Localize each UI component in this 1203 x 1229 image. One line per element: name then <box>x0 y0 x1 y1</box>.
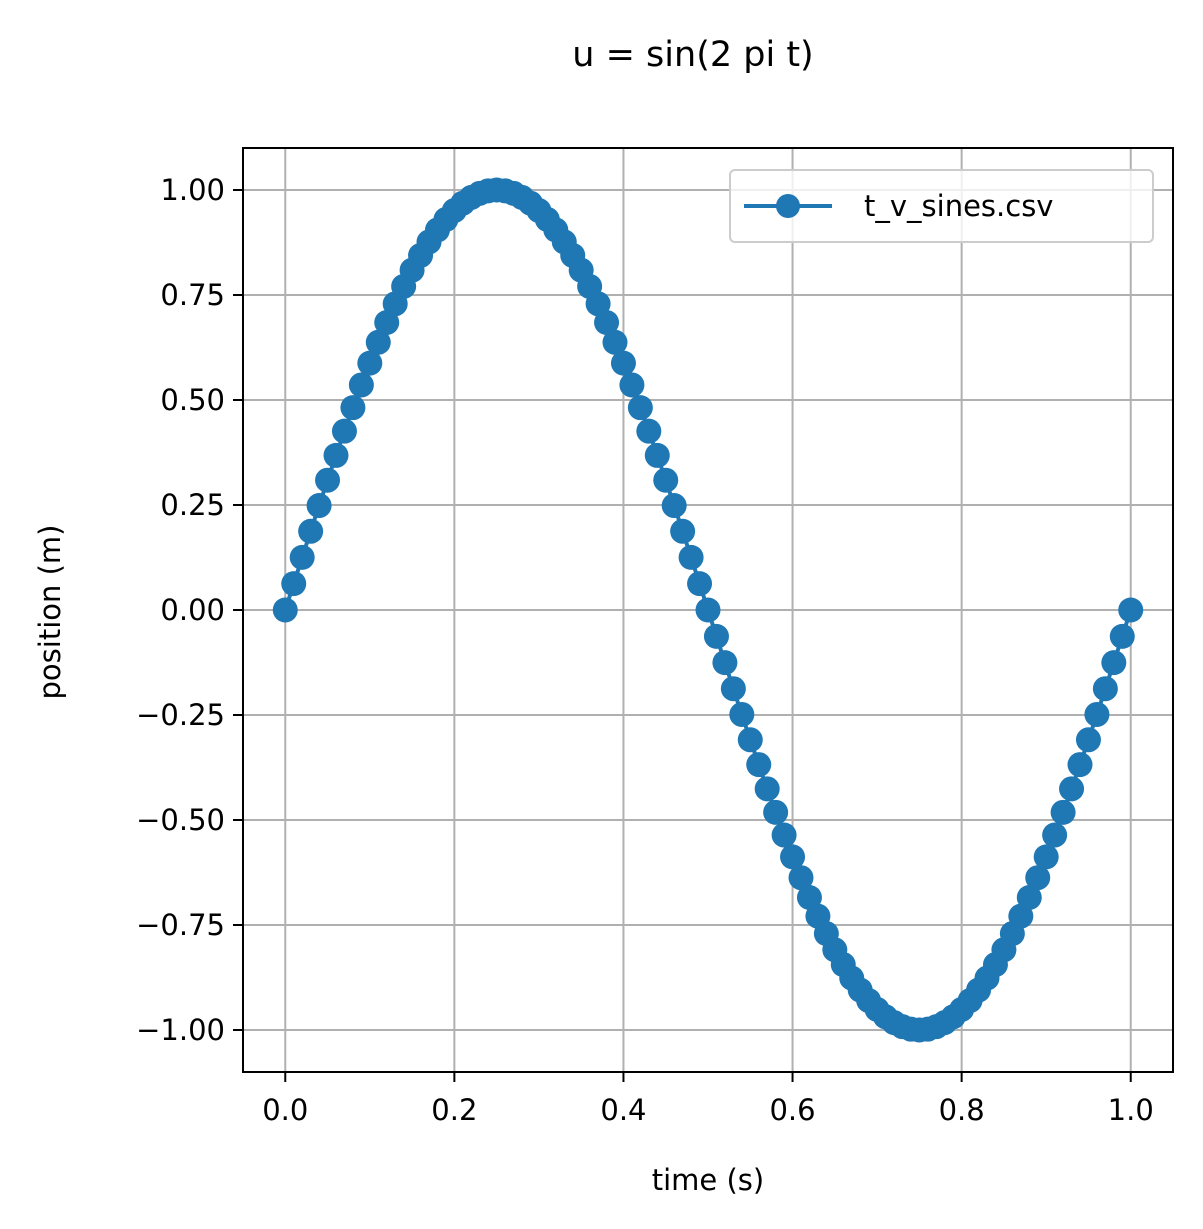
data-point <box>720 676 746 702</box>
x-tick-label: 0.4 <box>600 1093 646 1127</box>
y-tick-label: 0.75 <box>160 278 225 312</box>
data-point <box>754 776 780 802</box>
data-point <box>644 442 670 468</box>
data-point <box>281 571 307 597</box>
data-point <box>357 350 383 376</box>
data-point <box>1075 727 1101 753</box>
data-point <box>1092 676 1118 702</box>
legend-entry-label: t_v_sines.csv <box>864 189 1053 223</box>
series-marker-layer <box>272 177 1144 1043</box>
data-point <box>619 372 645 398</box>
data-point <box>678 544 704 570</box>
y-tick-label: −0.25 <box>136 698 225 732</box>
tick-layer: 0.0 0.2 0.4 0.6 0.8 1.0 1.00 0.75 0.50 0.25 0.00 −0… <box>136 173 1154 1127</box>
data-point <box>323 442 349 468</box>
data-point <box>1101 650 1127 676</box>
y-tick-label: 0.50 <box>160 383 225 417</box>
data-point <box>788 865 814 891</box>
data-point <box>670 518 696 544</box>
data-point <box>348 372 374 398</box>
data-point <box>1084 701 1110 727</box>
data-point <box>796 884 822 910</box>
x-axis-label: time (s) <box>652 1163 764 1197</box>
data-point <box>712 650 738 676</box>
data-point <box>365 329 391 355</box>
data-point <box>289 544 315 570</box>
x-tick-label: 1.0 <box>1108 1093 1154 1127</box>
data-point <box>729 701 755 727</box>
data-point <box>1016 884 1042 910</box>
y-tick-label: −1.00 <box>136 1013 225 1047</box>
x-tick-label: 0.2 <box>431 1093 477 1127</box>
data-point <box>298 518 324 544</box>
data-point <box>737 727 763 753</box>
data-point <box>1067 752 1093 778</box>
data-point <box>763 799 789 825</box>
data-point <box>1008 903 1034 929</box>
data-point <box>340 395 366 421</box>
legend-box <box>729 169 1154 243</box>
data-point <box>272 597 298 623</box>
x-tick-label: 0.8 <box>939 1093 985 1127</box>
y-tick-label: −0.75 <box>136 908 225 942</box>
data-point <box>1025 865 1051 891</box>
data-point <box>1059 776 1085 802</box>
data-point <box>331 418 357 444</box>
data-point <box>661 493 687 519</box>
data-point <box>306 493 332 519</box>
y-tick-label: 0.00 <box>160 593 225 627</box>
legend: t_v_sines.csv <box>729 169 1154 243</box>
data-point <box>594 310 620 336</box>
data-point <box>636 418 662 444</box>
chart-title: u = sin(2 pi t) <box>572 35 813 75</box>
data-point <box>602 329 628 355</box>
data-point <box>610 350 636 376</box>
data-point <box>695 597 721 623</box>
y-axis-label: position (m) <box>33 525 67 700</box>
data-point <box>771 822 797 848</box>
data-point <box>780 844 806 870</box>
x-tick-label: 0.6 <box>769 1093 815 1127</box>
data-point <box>1109 623 1135 649</box>
data-point <box>746 752 772 778</box>
data-point <box>653 467 679 493</box>
data-point <box>1033 844 1059 870</box>
y-tick-label: 0.25 <box>160 488 225 522</box>
data-point <box>627 395 653 421</box>
data-point <box>703 623 729 649</box>
legend-marker-swatch <box>776 194 800 218</box>
data-point <box>585 291 611 317</box>
data-point <box>315 467 341 493</box>
data-point <box>374 310 400 336</box>
data-point <box>1050 799 1076 825</box>
x-tick-label: 0.0 <box>262 1093 308 1127</box>
data-point <box>687 571 713 597</box>
data-point <box>1042 822 1068 848</box>
data-point <box>1118 597 1144 623</box>
y-tick-label: 1.00 <box>160 173 225 207</box>
y-tick-label: −0.50 <box>136 803 225 837</box>
